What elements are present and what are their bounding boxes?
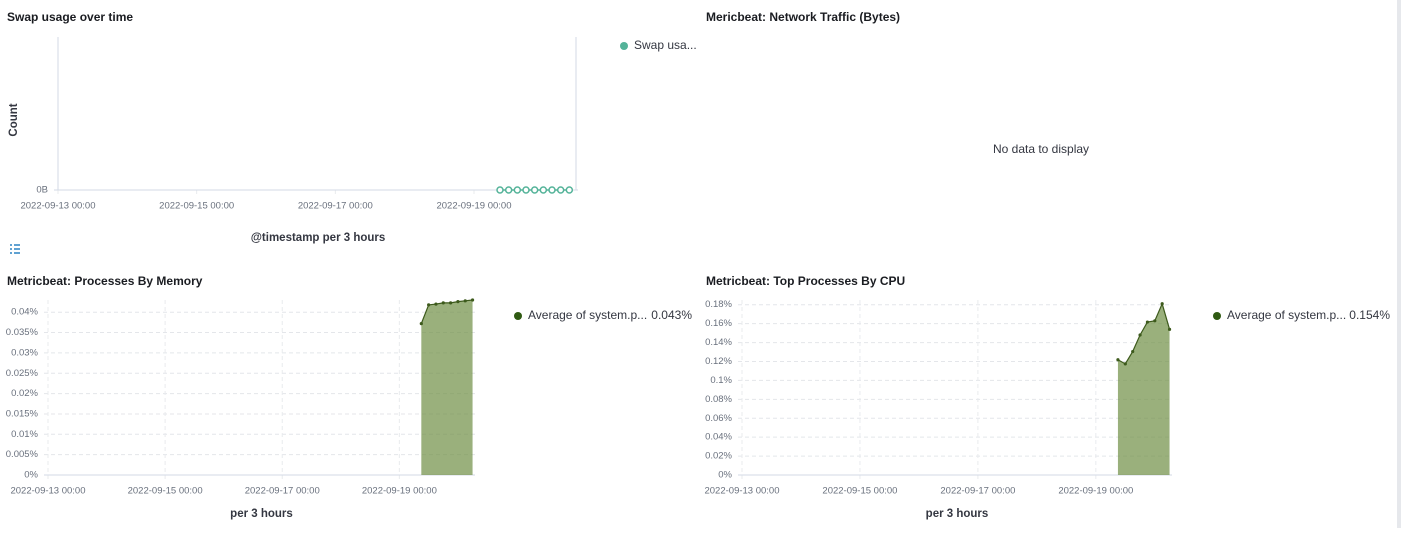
y-tick-label: 0.005% bbox=[6, 449, 39, 460]
area-line bbox=[1117, 302, 1171, 365]
legend-label: Swap usa... bbox=[634, 38, 697, 52]
point bbox=[427, 303, 431, 307]
x-tick-label: 2022-09-19 00:00 bbox=[436, 201, 511, 212]
y-tick-label: 0.03% bbox=[11, 347, 38, 358]
y-tick-label: 0.12% bbox=[705, 356, 732, 367]
y-tick-label: 0.02% bbox=[705, 451, 732, 462]
y-axis-title: Count bbox=[8, 103, 20, 136]
point bbox=[548, 186, 556, 194]
x-tick-label: 2022-09-19 00:00 bbox=[362, 486, 437, 497]
y-tick-label: 0.14% bbox=[705, 337, 732, 348]
y-tick-label: 0.01% bbox=[11, 429, 38, 440]
x-axis-title: per 3 hours bbox=[926, 508, 989, 520]
legend-label: Average of system.p... bbox=[1227, 308, 1346, 322]
y-tick-label: 0.1% bbox=[710, 375, 732, 386]
legend-toggle-icon[interactable] bbox=[10, 244, 20, 254]
x-axis-title: per 3 hours bbox=[230, 508, 293, 520]
x-tick-label: 2022-09-19 00:00 bbox=[1058, 486, 1133, 497]
point bbox=[556, 186, 565, 194]
point bbox=[449, 301, 453, 305]
point bbox=[463, 299, 467, 303]
x-tick-label: 2022-09-13 00:00 bbox=[704, 486, 779, 497]
point bbox=[522, 186, 530, 194]
point bbox=[530, 186, 539, 194]
point bbox=[470, 298, 475, 302]
x-tick-label: 2022-09-15 00:00 bbox=[128, 486, 203, 497]
empty-message: No data to display bbox=[993, 142, 1089, 156]
y-tick-label: 0% bbox=[24, 470, 38, 481]
point bbox=[1145, 320, 1150, 324]
point bbox=[1153, 319, 1157, 323]
point bbox=[513, 186, 522, 194]
scrollbar bbox=[1397, 0, 1401, 528]
y-tick-label: 0.025% bbox=[6, 368, 39, 379]
legend-swatch bbox=[1213, 312, 1221, 320]
point bbox=[565, 186, 574, 194]
y-tick-label: 0.015% bbox=[6, 408, 39, 419]
y-tick-label: 0.08% bbox=[705, 394, 732, 405]
panel-title: Metricbeat: Top Processes By CPU bbox=[706, 274, 905, 288]
panel-title: Mericbeat: Network Traffic (Bytes) bbox=[706, 10, 900, 24]
point bbox=[1160, 302, 1164, 306]
x-tick-label: 2022-09-17 00:00 bbox=[245, 486, 320, 497]
y-tick-label: 0% bbox=[718, 470, 732, 481]
legend-label: Average of system.p... bbox=[528, 308, 647, 322]
x-axis-title: @timestamp per 3 hours bbox=[251, 232, 386, 244]
point bbox=[441, 301, 445, 305]
point bbox=[434, 302, 438, 306]
y-tick-label: 0.06% bbox=[705, 413, 732, 424]
y-tick-label: 0.035% bbox=[6, 327, 39, 338]
point bbox=[419, 322, 423, 326]
point bbox=[1167, 327, 1172, 331]
legend-value: 0.043% bbox=[651, 308, 692, 322]
panel-title: Metricbeat: Processes By Memory bbox=[7, 274, 203, 288]
point bbox=[1138, 333, 1142, 337]
x-tick-label: 2022-09-15 00:00 bbox=[822, 486, 897, 497]
legend-toggle[interactable] bbox=[7, 241, 23, 257]
point bbox=[1131, 349, 1135, 354]
x-tick-label: 2022-09-17 00:00 bbox=[298, 201, 373, 212]
panel-title: Swap usage over time bbox=[7, 10, 133, 24]
x-tick-label: 2022-09-15 00:00 bbox=[159, 201, 234, 212]
legend-swatch bbox=[620, 42, 628, 50]
point bbox=[456, 300, 460, 304]
area bbox=[421, 300, 473, 475]
point bbox=[1123, 362, 1127, 366]
y-tick-label: 0B bbox=[36, 185, 48, 196]
legend-swatch bbox=[514, 312, 522, 320]
area bbox=[1117, 303, 1170, 475]
y-tick-label: 0.04% bbox=[705, 432, 732, 443]
point bbox=[1116, 358, 1120, 362]
x-tick-label: 2022-09-13 00:00 bbox=[20, 201, 95, 212]
y-tick-label: 0.02% bbox=[11, 388, 38, 399]
y-tick-label: 0.04% bbox=[11, 307, 38, 318]
point bbox=[539, 186, 548, 194]
point bbox=[496, 186, 504, 194]
legend-value: 0.154% bbox=[1349, 308, 1390, 322]
y-tick-label: 0.16% bbox=[705, 318, 732, 329]
x-tick-label: 2022-09-17 00:00 bbox=[940, 486, 1015, 497]
point bbox=[504, 186, 513, 194]
x-tick-label: 2022-09-13 00:00 bbox=[10, 486, 85, 497]
y-tick-label: 0.18% bbox=[705, 299, 732, 310]
